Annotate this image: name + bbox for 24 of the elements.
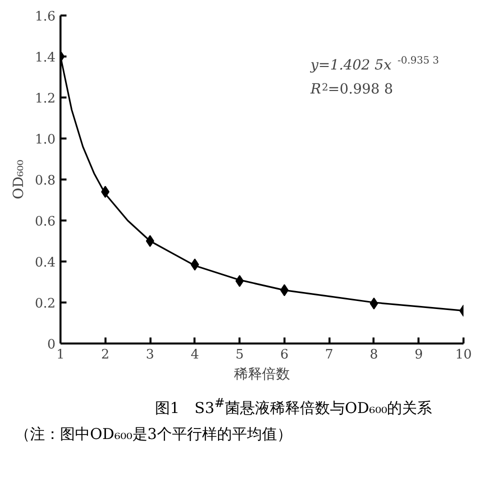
y-tick-label: 0.2: [34, 296, 56, 312]
annotation: y=1.402 5x-0.935 3: [310, 56, 440, 74]
y-tick-label: 0.6: [34, 214, 56, 230]
x-tick-label: 10: [455, 348, 472, 362]
y-tick-label: 1.4: [34, 50, 56, 66]
y-tick-label: 1.2: [34, 92, 56, 106]
x-tick-label: 8: [370, 348, 378, 362]
x-tick-label: 4: [190, 348, 199, 362]
y-axis-title: OD₆₀₀: [10, 159, 27, 200]
x-axis-title: 稀释倍数: [234, 366, 290, 382]
y-tick-label: 0.4: [34, 256, 56, 270]
y-tick-label: 1.6: [34, 10, 56, 24]
caption: 图1 S3$^{#}$菌悬液稀释倍数与OD₆₀₀的关系: [155, 394, 432, 419]
x-tick-label: 6: [280, 348, 289, 362]
x-tick-label: 5: [235, 348, 244, 362]
x-tick-label: 2: [101, 348, 110, 362]
x-tick-label: 3: [146, 348, 154, 362]
y-tick-label: 0.8: [34, 174, 56, 188]
y-tick-label: 1.0: [34, 132, 56, 148]
y-tick-label: 0: [47, 338, 56, 352]
x-tick-label: 1: [56, 348, 65, 362]
x-tick-label: 7: [325, 348, 334, 362]
x-tick-label: 9: [414, 348, 423, 362]
text: （注：图中OD₆₀₀是3个平行样的平均值）: [15, 424, 293, 445]
